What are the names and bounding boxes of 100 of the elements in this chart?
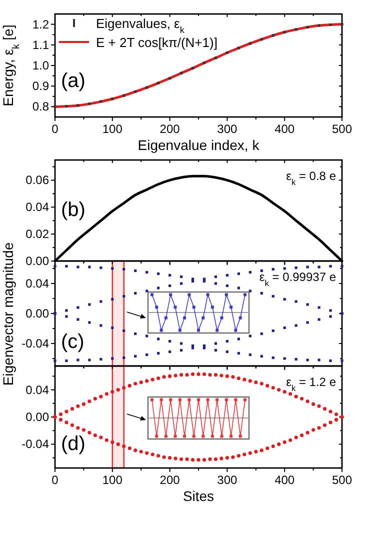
point bbox=[178, 328, 182, 332]
point bbox=[260, 448, 264, 452]
point bbox=[100, 100, 102, 103]
point bbox=[317, 426, 321, 430]
point bbox=[122, 94, 126, 97]
point bbox=[306, 400, 310, 404]
point bbox=[226, 350, 228, 354]
point bbox=[58, 418, 63, 422]
point bbox=[104, 438, 108, 442]
point bbox=[277, 388, 281, 392]
point bbox=[340, 264, 344, 268]
point bbox=[202, 62, 206, 64]
point bbox=[283, 357, 286, 360]
point bbox=[306, 321, 309, 324]
point bbox=[134, 354, 137, 358]
point bbox=[169, 293, 172, 296]
x-axis-title: Sites bbox=[182, 488, 214, 504]
y-tick-label: 0.02 bbox=[26, 227, 50, 242]
point bbox=[242, 378, 246, 382]
point bbox=[202, 344, 206, 348]
point bbox=[300, 434, 304, 438]
point bbox=[88, 358, 91, 362]
point bbox=[300, 396, 304, 400]
y-tick-label: 0.04 bbox=[26, 276, 50, 290]
point bbox=[329, 23, 332, 26]
point bbox=[150, 452, 154, 456]
point bbox=[76, 266, 80, 268]
point bbox=[260, 292, 263, 295]
point bbox=[191, 346, 194, 350]
point bbox=[156, 376, 160, 380]
point bbox=[237, 352, 240, 355]
point bbox=[272, 34, 274, 37]
point bbox=[174, 456, 178, 460]
point bbox=[329, 264, 332, 268]
point bbox=[288, 392, 292, 396]
point bbox=[110, 440, 114, 444]
point bbox=[146, 86, 148, 89]
point bbox=[238, 316, 242, 320]
point bbox=[82, 402, 86, 406]
point bbox=[100, 358, 102, 361]
point bbox=[180, 342, 183, 345]
point bbox=[318, 318, 320, 321]
point bbox=[70, 407, 74, 411]
point bbox=[76, 426, 80, 430]
point bbox=[139, 380, 143, 384]
point bbox=[162, 375, 166, 379]
point bbox=[226, 340, 228, 343]
y-tick-label: 0.9 bbox=[32, 79, 50, 94]
point bbox=[122, 329, 126, 332]
point bbox=[220, 374, 224, 378]
point bbox=[88, 321, 91, 324]
point bbox=[146, 290, 148, 292]
point bbox=[65, 309, 68, 312]
point bbox=[282, 390, 286, 394]
annotation: (c) bbox=[61, 331, 84, 353]
point bbox=[157, 82, 160, 84]
point bbox=[231, 375, 235, 379]
point bbox=[180, 282, 183, 285]
point bbox=[322, 407, 327, 411]
point bbox=[88, 400, 92, 404]
point bbox=[88, 430, 92, 434]
y-tick-label: 1.1 bbox=[32, 38, 50, 52]
point bbox=[100, 300, 102, 303]
x-tick-label: 100 bbox=[102, 122, 123, 136]
point bbox=[294, 324, 298, 327]
point bbox=[318, 306, 320, 309]
point bbox=[116, 442, 120, 446]
annotation: ε$_{k}$ = 0.8 e bbox=[286, 169, 336, 187]
point bbox=[214, 457, 218, 461]
point bbox=[99, 436, 103, 440]
annotation: ε$_{k}$ = 1.2 e bbox=[286, 375, 336, 393]
point bbox=[134, 382, 138, 386]
point bbox=[100, 324, 102, 327]
point bbox=[202, 372, 206, 376]
point bbox=[306, 303, 309, 306]
point bbox=[134, 292, 137, 295]
point bbox=[272, 329, 274, 332]
point bbox=[266, 384, 270, 388]
point bbox=[272, 356, 274, 360]
point bbox=[188, 293, 191, 296]
point bbox=[329, 309, 332, 312]
point bbox=[122, 268, 126, 271]
point bbox=[168, 350, 172, 354]
point bbox=[99, 394, 103, 398]
point bbox=[64, 420, 68, 424]
point bbox=[54, 105, 56, 108]
point bbox=[111, 98, 114, 100]
y-tick-label: 0.04 bbox=[26, 382, 50, 397]
point bbox=[156, 454, 160, 458]
point bbox=[210, 306, 214, 309]
point bbox=[190, 372, 195, 376]
point bbox=[168, 76, 172, 80]
annotation: (a) bbox=[61, 70, 86, 92]
point bbox=[157, 338, 160, 340]
point bbox=[76, 318, 80, 321]
point bbox=[237, 272, 240, 276]
point bbox=[230, 306, 233, 309]
point bbox=[248, 451, 252, 455]
x-axis-title: Eigenvalue index, k bbox=[138, 137, 260, 153]
point bbox=[111, 267, 114, 270]
